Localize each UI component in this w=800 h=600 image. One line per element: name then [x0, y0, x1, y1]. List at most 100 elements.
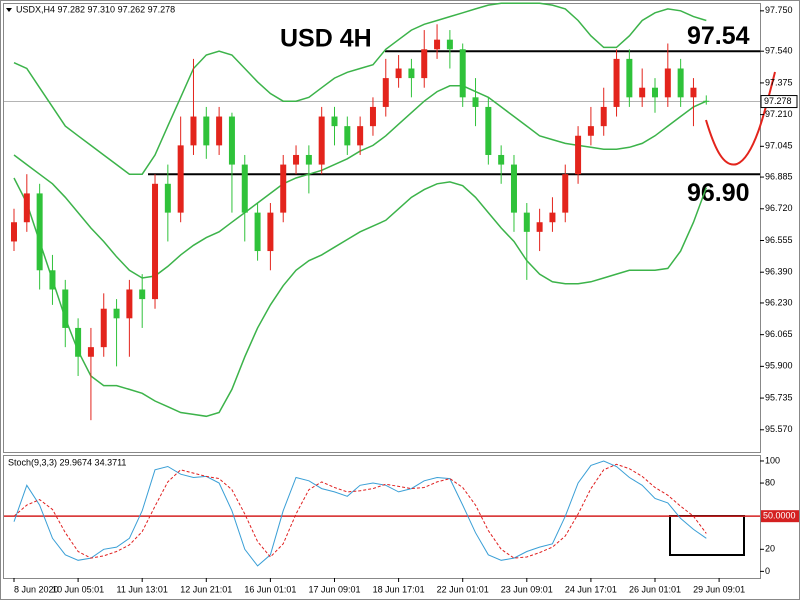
candle-body: [267, 212, 274, 252]
candle-body: [241, 164, 248, 213]
stoch-k: [13, 460, 707, 567]
chart-title: USD 4H: [280, 25, 372, 53]
candle-body: [254, 212, 261, 252]
price-panel: [3, 3, 761, 453]
bollinger-lower: [13, 177, 708, 418]
candle-body: [446, 39, 453, 50]
candle-body: [87, 347, 94, 357]
stoch-tick-label: 20: [765, 544, 775, 554]
candle-body: [549, 212, 556, 223]
last-price-box: [760, 95, 798, 109]
candle-body: [587, 126, 594, 136]
candle-body: [280, 164, 287, 213]
candle-body: [600, 106, 607, 127]
menu-arrow: [6, 8, 12, 12]
y-tick-label: 97.045: [765, 141, 793, 151]
candle-body: [510, 164, 517, 213]
stoch-level-box: [761, 510, 799, 523]
candle-body: [203, 116, 210, 146]
y-tick-label: 95.735: [765, 392, 793, 402]
x-tick-label: 23 Jun 09:01: [501, 584, 553, 594]
candle-body: [498, 154, 505, 165]
candle-body: [113, 308, 120, 319]
header: USDX,H4 97.282 97.310 97.262 97.278: [16, 4, 175, 14]
y-tick-label: 96.065: [765, 329, 793, 339]
y-tick-label: 96.390: [765, 267, 793, 277]
y-tick-label: 97.375: [765, 77, 793, 87]
candle-body: [11, 222, 17, 242]
x-tick-label: 12 Jun 21:01: [180, 584, 232, 594]
candle-body: [613, 58, 620, 107]
candle-body: [459, 49, 466, 98]
candle-body: [23, 193, 30, 223]
bollinger-upper: [13, 2, 707, 175]
y-tick-label: 97.750: [765, 5, 793, 15]
last-price-label: 97.278: [764, 96, 792, 106]
y-tick-label: 96.555: [765, 235, 793, 245]
candle-body: [664, 68, 671, 98]
x-tick-label: 24 Jun 17:01: [565, 584, 617, 594]
candle-body: [228, 116, 235, 165]
candle-body: [575, 135, 582, 175]
candle-body: [357, 126, 364, 146]
x-tick-label: 29 Jun 09:01: [693, 584, 745, 594]
level-label: 96.90: [687, 179, 750, 207]
candle-body: [100, 308, 107, 348]
stoch-panel: [3, 455, 761, 579]
x-tick-label: 10 Jun 05:01: [52, 584, 104, 594]
candle-body: [190, 116, 197, 146]
candle-body: [216, 116, 223, 146]
stoch-d: [13, 463, 707, 559]
candle-body: [690, 87, 697, 98]
level-label: 97.54: [687, 22, 750, 50]
y-tick-label: 97.210: [765, 109, 793, 119]
candle-body: [382, 78, 389, 107]
candle-body: [344, 126, 351, 146]
candle-body: [421, 49, 428, 79]
candle-body: [139, 289, 146, 300]
candle-body: [318, 116, 325, 165]
candle-body: [703, 100, 710, 102]
candle-body: [293, 154, 300, 165]
candle-body: [331, 116, 338, 127]
candle-body: [62, 289, 69, 328]
candle-body: [652, 87, 658, 98]
candle-body: [626, 58, 633, 98]
stoch-level-label: 50.0000: [763, 511, 796, 521]
x-tick-label: 22 Jun 01:01: [437, 584, 489, 594]
candle-body: [36, 193, 43, 271]
x-tick-label: 26 Jun 01:01: [629, 584, 681, 594]
y-tick-label: 96.720: [765, 203, 793, 213]
candle-body: [472, 97, 479, 107]
candle-body: [485, 106, 492, 155]
y-tick-label: 96.885: [765, 171, 793, 181]
y-tick-label: 97.540: [765, 46, 793, 56]
candle-body: [369, 106, 376, 127]
stoch-title: Stoch(9,3,3) 29.9674 34.3711: [8, 457, 126, 467]
candle-body: [677, 68, 684, 98]
y-tick-label: 95.570: [765, 424, 793, 434]
candle-body: [434, 39, 441, 50]
candle-body: [562, 174, 569, 213]
stoch-tick-label: 100: [765, 455, 780, 465]
x-tick-label: 8 Jun 2020: [14, 584, 59, 594]
candle-body: [177, 145, 184, 213]
candle-body: [395, 68, 402, 79]
x-tick-label: 16 Jun 01:01: [244, 584, 296, 594]
candle-body: [536, 222, 543, 232]
y-tick-label: 96.230: [765, 297, 793, 307]
candle-body: [523, 212, 530, 232]
candle-body: [152, 183, 159, 300]
candle-body: [408, 68, 415, 79]
stoch-tick-label: 0: [765, 566, 770, 576]
candle-body: [164, 183, 171, 213]
candle-body: [75, 327, 82, 357]
stoch-tick-label: 80: [765, 477, 775, 487]
x-tick-label: 18 Jun 17:01: [373, 584, 425, 594]
candle-body: [639, 87, 646, 98]
candle-body: [305, 154, 312, 165]
x-tick-label: 11 Jun 13:01: [117, 584, 168, 594]
candle-body: [126, 289, 133, 319]
